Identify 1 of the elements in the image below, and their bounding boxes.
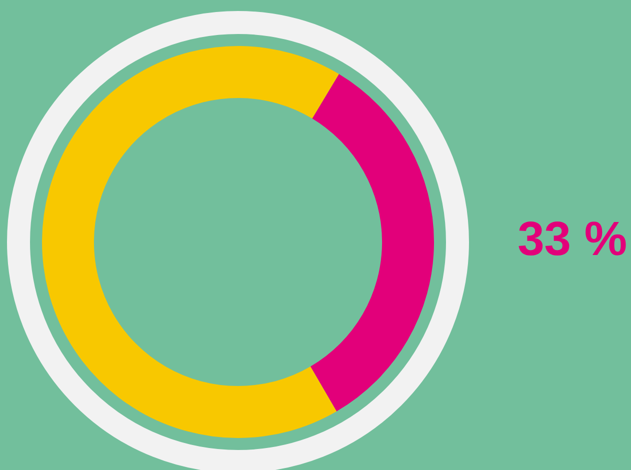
data-label: 33 % xyxy=(518,213,627,266)
